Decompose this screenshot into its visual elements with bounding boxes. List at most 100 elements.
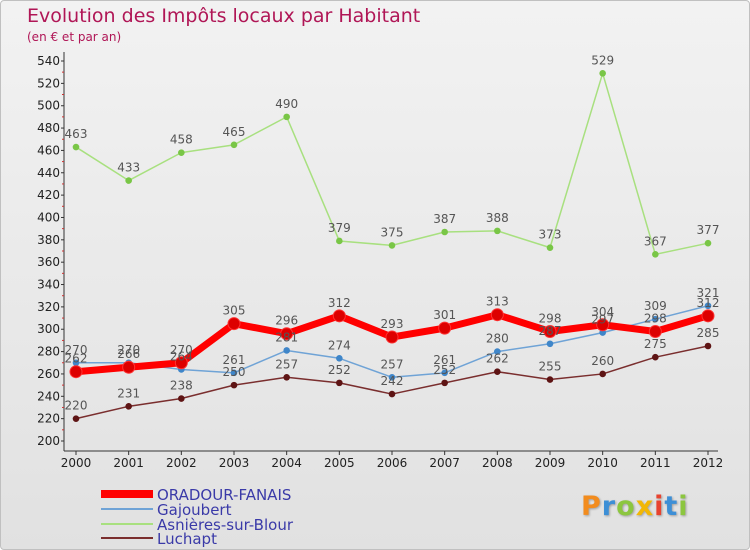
data-point (648, 324, 662, 338)
data-point (543, 324, 557, 338)
data-point (227, 317, 241, 331)
data-point (336, 354, 343, 362)
data-label: 377 (697, 223, 720, 237)
data-point (178, 395, 185, 402)
y-tick-label: 440 (37, 166, 60, 180)
data-label: 463 (65, 127, 88, 141)
data-label: 313 (486, 295, 509, 309)
data-label: 266 (117, 347, 140, 361)
data-label: 298 (539, 311, 562, 325)
logo-letter: t (664, 491, 679, 522)
y-tick-label: 460 (37, 143, 60, 157)
data-label: 274 (328, 338, 351, 352)
data-label: 287 (539, 324, 562, 338)
data-point (599, 370, 606, 378)
data-point (122, 360, 136, 374)
data-label: 312 (697, 296, 720, 310)
y-tick-label: 360 (37, 255, 60, 269)
logo-letter: i (654, 491, 665, 522)
data-label: 309 (644, 299, 667, 313)
y-tick-label: 340 (37, 278, 60, 292)
data-point (336, 379, 343, 387)
logo-letter: x (635, 491, 655, 522)
data-label: 465 (223, 125, 246, 139)
x-tick-label: 2002 (166, 456, 197, 470)
data-label: 242 (381, 374, 404, 388)
data-point (178, 149, 185, 156)
data-label: 270 (170, 343, 193, 357)
data-label: 257 (275, 357, 298, 371)
data-label: 304 (591, 305, 614, 319)
data-label: 373 (539, 228, 562, 242)
data-point (72, 415, 80, 422)
data-point (388, 242, 396, 249)
data-point (599, 69, 606, 77)
data-label: 293 (381, 317, 404, 331)
data-point (332, 309, 346, 323)
data-point (283, 373, 290, 381)
data-label: 387 (433, 212, 456, 226)
logo-letter: i (678, 491, 689, 522)
x-tick-label: 2010 (587, 456, 618, 470)
data-label: 260 (591, 354, 614, 368)
data-label: 270 (65, 343, 88, 357)
legend-label: Asnières-sur-Blour (157, 516, 294, 534)
x-tick-label: 2008 (482, 456, 513, 470)
data-point (438, 321, 452, 335)
logo-letter: P (581, 491, 602, 522)
data-point (704, 302, 712, 310)
data-label: 433 (117, 161, 140, 175)
data-point (388, 373, 396, 381)
data-label: 281 (275, 330, 298, 344)
data-label: 252 (328, 363, 351, 377)
data-label: 379 (328, 221, 351, 235)
y-tick-label: 420 (37, 188, 60, 202)
data-point (385, 330, 399, 344)
x-tick-label: 2001 (113, 456, 144, 470)
data-point (701, 309, 715, 323)
data-label: 301 (433, 308, 456, 322)
y-tick-label: 400 (37, 210, 60, 224)
data-label: 367 (644, 234, 667, 248)
y-tick-label: 520 (37, 76, 60, 90)
data-label: 261 (223, 353, 246, 367)
data-point (336, 237, 343, 245)
data-point (704, 342, 712, 350)
data-label: 220 (65, 399, 88, 413)
x-tick-label: 2005 (324, 456, 355, 470)
data-label: 252 (433, 363, 456, 377)
y-tick-label: 380 (37, 233, 60, 247)
data-label: 388 (486, 211, 509, 225)
data-label: 529 (591, 53, 614, 67)
data-label: 275 (644, 337, 667, 351)
data-point (546, 376, 554, 383)
legend-label: Luchapt (157, 530, 217, 548)
data-point (125, 403, 132, 410)
data-label: 255 (539, 360, 562, 374)
data-point (388, 390, 396, 398)
y-tick-label: 220 (37, 412, 60, 426)
data-point (652, 251, 659, 258)
data-point (72, 359, 80, 367)
data-label: 285 (697, 326, 720, 340)
x-tick-label: 2012 (693, 456, 724, 470)
chart-subtitle: (en € et par an) (27, 30, 122, 44)
data-point (596, 318, 610, 332)
data-point (174, 356, 188, 370)
data-point (652, 353, 659, 361)
data-point (546, 244, 554, 251)
y-tick-label: 240 (37, 389, 60, 403)
data-point (230, 141, 238, 149)
data-label: 262 (65, 352, 88, 366)
data-point (230, 381, 238, 389)
data-point (125, 177, 132, 184)
data-label: 458 (170, 133, 193, 147)
data-point (546, 340, 554, 348)
data-label: 262 (486, 352, 509, 366)
data-label: 257 (381, 357, 404, 371)
data-label: 298 (644, 311, 667, 325)
data-label: 250 (223, 365, 246, 379)
data-point (704, 239, 712, 247)
data-label: 375 (381, 225, 404, 239)
